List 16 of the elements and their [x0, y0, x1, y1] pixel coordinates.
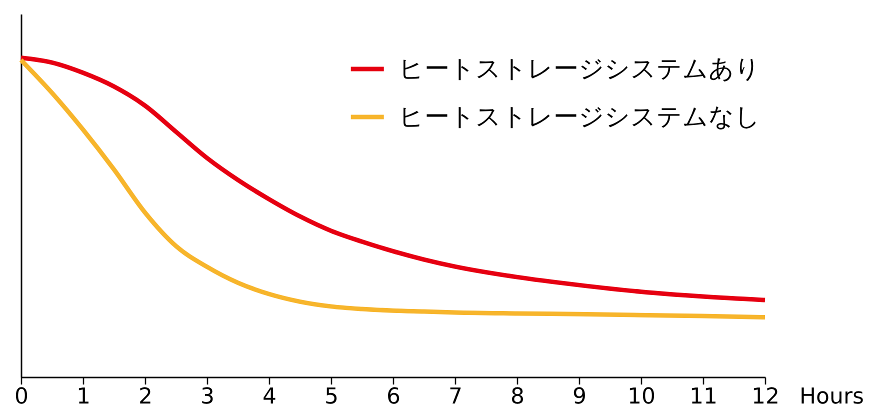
x-tick-label: 0 — [14, 384, 28, 410]
x-tick-label: 2 — [138, 384, 152, 410]
x-tick-label: 9 — [572, 384, 586, 410]
x-tick-label: 1 — [76, 384, 90, 410]
x-tick-label: 12 — [752, 384, 780, 410]
x-tick-label: 6 — [386, 384, 400, 410]
x-tick-label: 3 — [200, 384, 214, 410]
x-axis-title: Hours — [800, 384, 864, 410]
x-tick-label: 11 — [690, 384, 718, 410]
x-tick-label: 7 — [448, 384, 462, 410]
legend-label: ヒートストレージシステムあり — [398, 54, 760, 83]
x-tick-label: 10 — [628, 384, 656, 410]
legend-label: ヒートストレージシステムなし — [398, 102, 760, 131]
x-tick-label: 4 — [262, 384, 276, 410]
x-tick-label: 5 — [324, 384, 338, 410]
x-tick-label: 8 — [510, 384, 524, 410]
